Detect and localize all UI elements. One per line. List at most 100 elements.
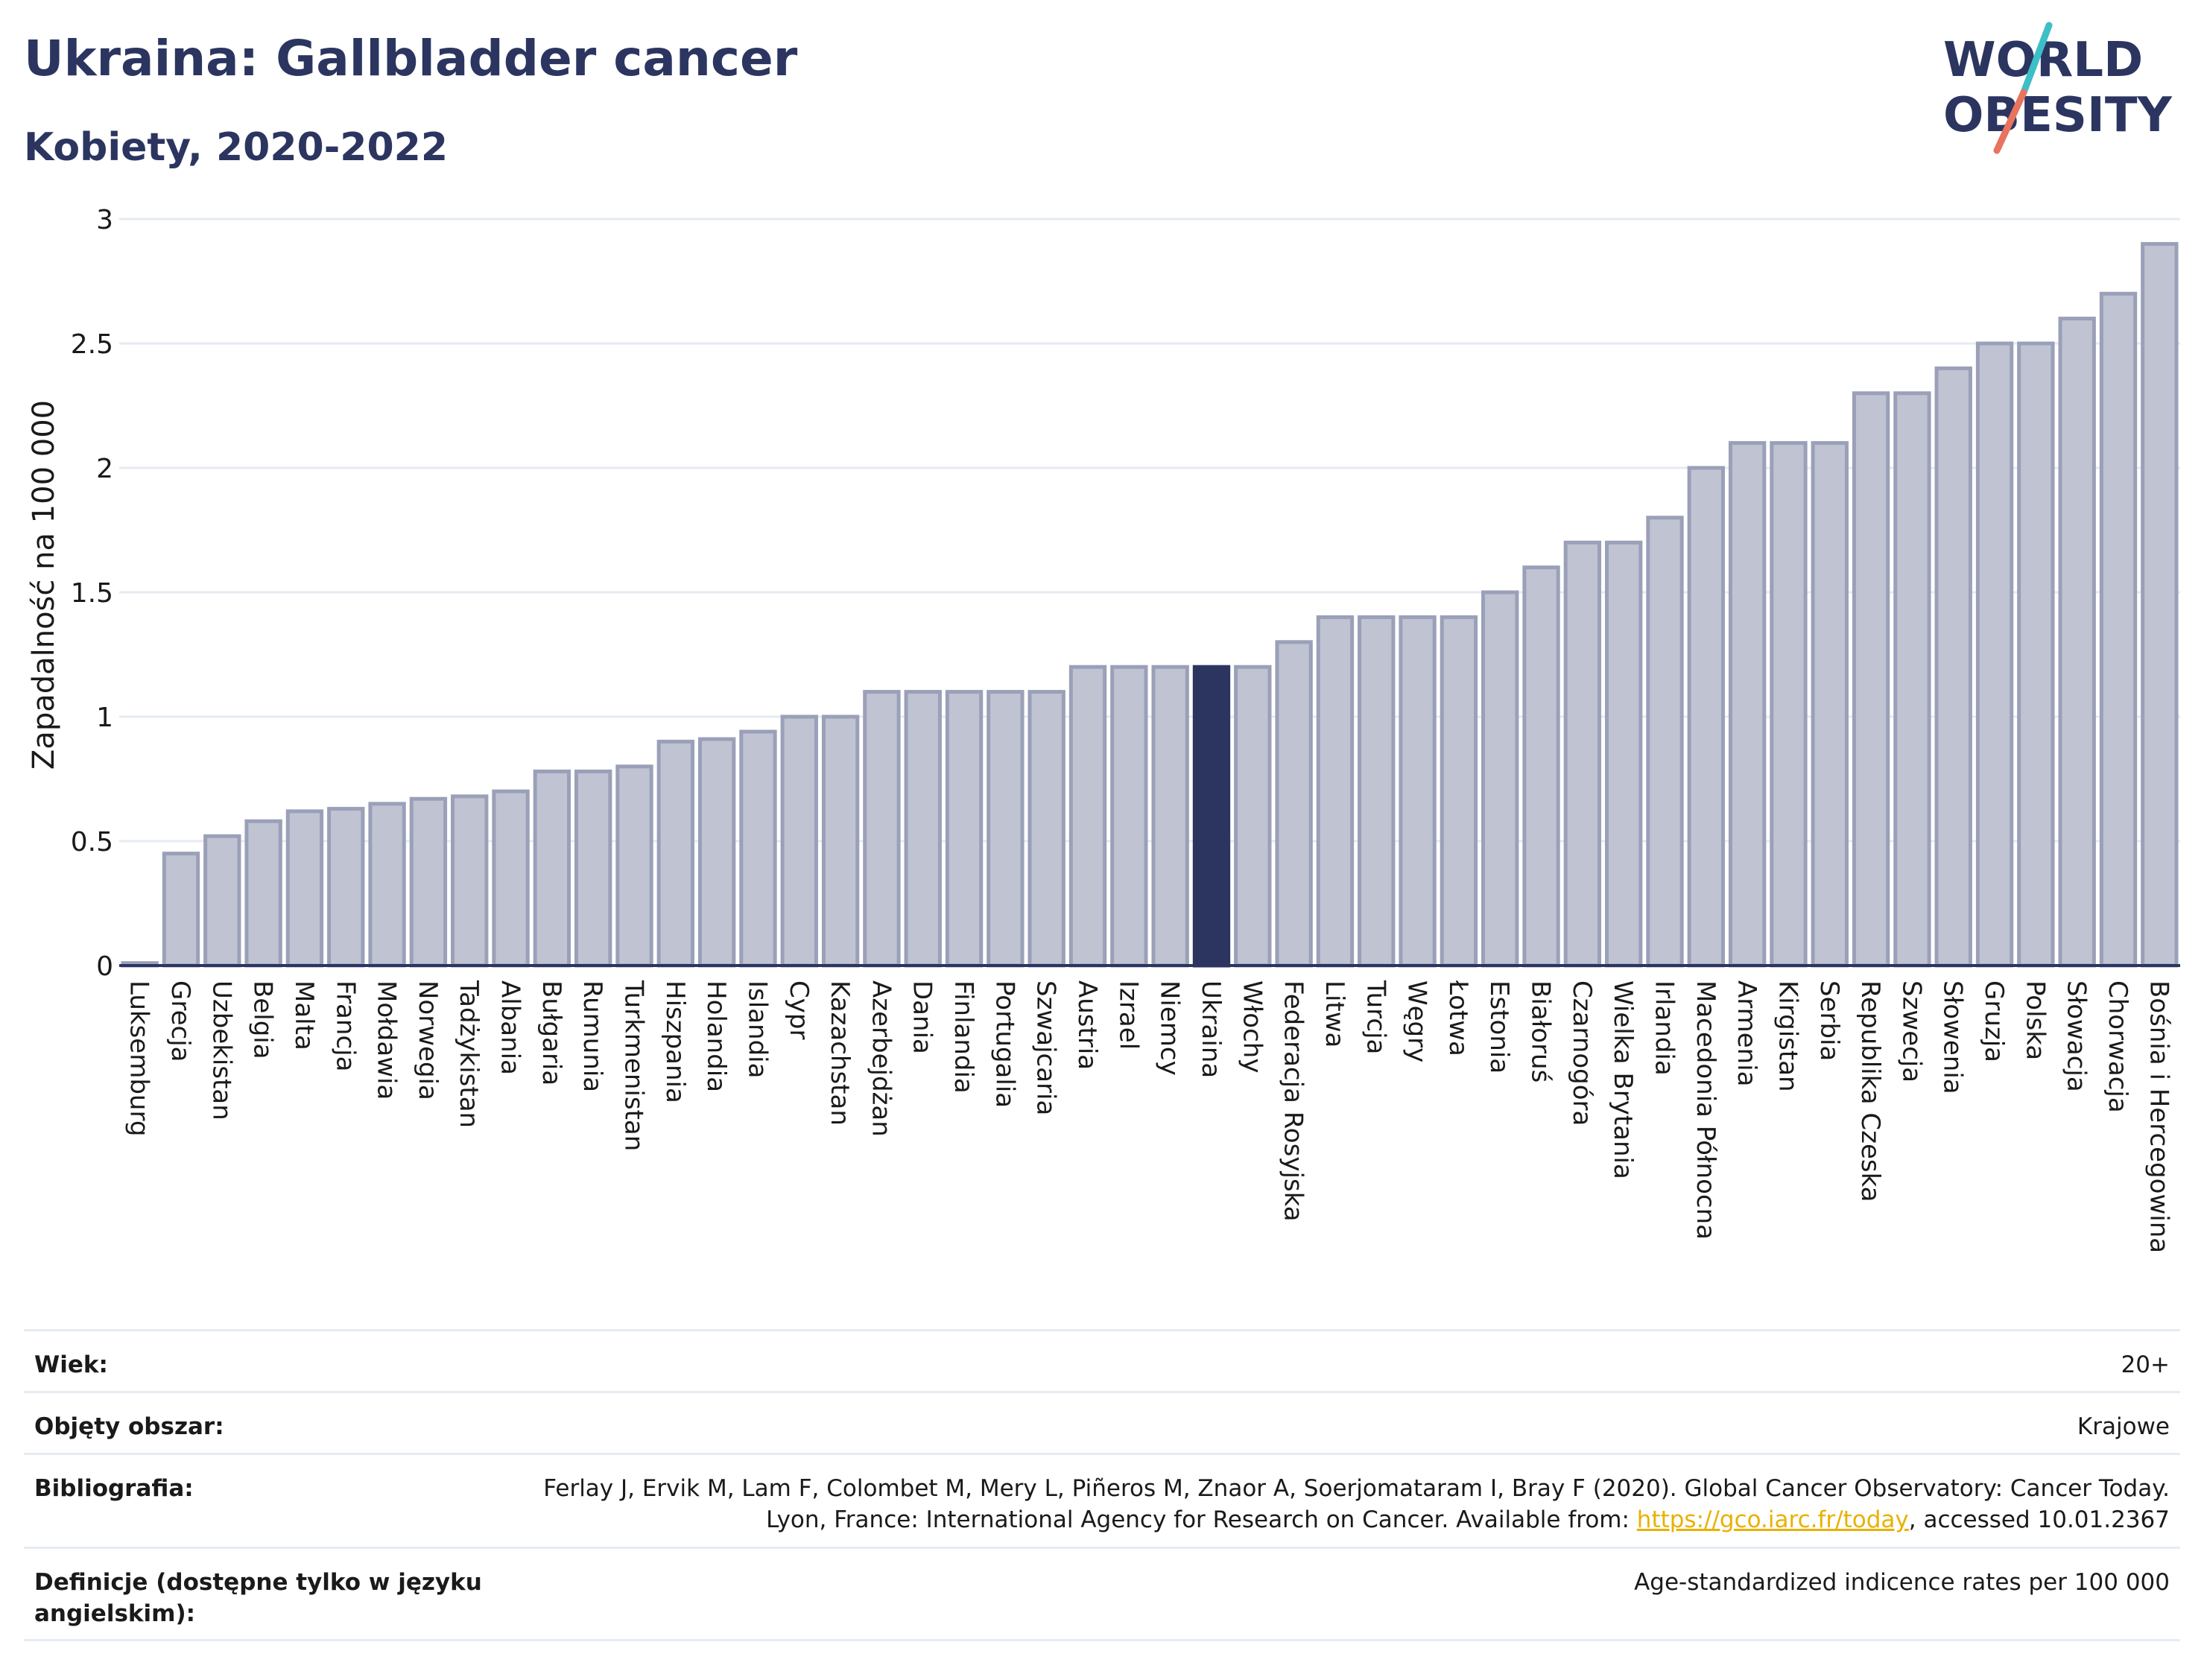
- bar: [1893, 391, 1931, 968]
- definicje-value: Age-standardized indicence rates per 100…: [1634, 1569, 2170, 1596]
- x-tick-label: Rumunia: [577, 980, 607, 1092]
- y-tick-label: 0: [96, 951, 113, 982]
- bar: [203, 834, 241, 968]
- bar: [1522, 565, 1560, 968]
- bar: [574, 769, 612, 968]
- bar: [1770, 441, 1808, 968]
- bar: [327, 807, 365, 968]
- bar: [1852, 391, 1890, 968]
- bar: [1110, 665, 1148, 968]
- x-tick-label: Albania: [495, 980, 525, 1075]
- bar: [780, 714, 818, 968]
- x-tick-label: Federacja Rosyjska: [1279, 980, 1308, 1222]
- bar: [2017, 341, 2055, 968]
- x-tick-label: Litwa: [1320, 980, 1349, 1047]
- x-tick-label: Bułgaria: [536, 980, 566, 1085]
- bar: [1316, 615, 1355, 968]
- y-axis-label: Zapadalność na 100 000: [27, 400, 61, 770]
- bar: [739, 729, 777, 968]
- bar-chart: 0 0.5 1 1.5 2 2.5 3 Luksemburg Grecja Uzbekistan…: [27, 205, 2180, 1253]
- bar: [1646, 516, 1684, 968]
- bar: [697, 737, 736, 968]
- bar: [821, 714, 860, 968]
- meta-row-obszar: Objęty obszar: Krajowe: [24, 1391, 2180, 1453]
- y-tick-label: 1: [96, 703, 113, 733]
- bar: [1563, 540, 1602, 968]
- x-tick-label: Niemcy: [1155, 980, 1185, 1076]
- bar: [1811, 441, 1849, 968]
- x-tick-label: Kazachstan: [825, 980, 855, 1126]
- bar: [451, 794, 489, 968]
- meta-row-definicje: Definicje (dostępne tylko w języku angie…: [24, 1547, 2180, 1639]
- x-tick-label: Serbia: [1814, 980, 1844, 1061]
- bibliografia-accessed: , accessed 10.01.2367: [1908, 1506, 2170, 1533]
- world-obesity-logo: WORLD OBESITY: [1943, 22, 2172, 154]
- bar: [615, 764, 653, 968]
- x-tick-label: Kirgistan: [1773, 980, 1802, 1092]
- x-tick-label: Hiszpania: [660, 980, 690, 1103]
- x-tick-label: Szwecja: [1896, 980, 1926, 1083]
- bar: [285, 809, 324, 968]
- bar-highlight: [1192, 665, 1231, 968]
- bar: [945, 690, 984, 968]
- y-tick-label: 2.5: [71, 329, 113, 360]
- x-tick-label: Malta: [289, 980, 319, 1050]
- x-tick-label: Armenia: [1732, 980, 1761, 1087]
- x-tick-label: Uzbekistan: [206, 980, 236, 1120]
- logo-slash-bottom: [1993, 89, 2027, 154]
- bibliografia-label: Bibliografia:: [34, 1475, 194, 1502]
- x-tick-label: Azerbejdżan: [866, 980, 896, 1137]
- x-tick-label: Tadżykistan: [454, 980, 484, 1128]
- bar: [1275, 640, 1313, 968]
- bar: [368, 802, 406, 968]
- bar: [1934, 366, 1972, 968]
- bar: [863, 690, 901, 968]
- x-tick-label: Francja: [330, 980, 360, 1071]
- x-tick-label: Mołdawia: [372, 980, 402, 1100]
- bar: [1234, 665, 1272, 968]
- x-tick-label: Macedonia Północna: [1691, 980, 1720, 1240]
- x-tick-label: Szwajcaria: [1031, 980, 1061, 1115]
- logo-slash-top: [2020, 22, 2053, 96]
- bar: [1975, 341, 2014, 968]
- y-tick-label: 2: [96, 454, 113, 484]
- metadata-table: Wiek: 20+ Objęty obszar: Krajowe Bibliog…: [24, 1329, 2180, 1641]
- bar: [1604, 540, 1643, 968]
- y-tick-label: 0.5: [71, 827, 113, 858]
- x-tick-label: Belgia: [248, 980, 278, 1059]
- x-tick-label: Luksemburg: [124, 980, 154, 1136]
- bar: [244, 819, 282, 968]
- x-tick-label: Łotwa: [1443, 980, 1473, 1056]
- wiek-value: 20+: [2121, 1351, 2170, 1378]
- x-tick-label: Włochy: [1237, 980, 1267, 1073]
- logo-line2: OBESITY: [1943, 88, 2172, 143]
- obszar-value: Krajowe: [2077, 1413, 2170, 1440]
- x-tick-label: Polska: [2020, 980, 2050, 1060]
- x-tick-label: Estonia: [1484, 980, 1514, 1074]
- x-tick-label: Irlandia: [1650, 980, 1679, 1076]
- bar: [1399, 615, 1437, 968]
- obszar-label: Objęty obszar:: [34, 1413, 224, 1440]
- chart-subtitle: Kobiety, 2020-2022: [24, 125, 449, 170]
- bar: [2099, 291, 2138, 968]
- y-tick-label: 1.5: [71, 578, 113, 609]
- x-tick-label: Republika Czeska: [1855, 980, 1885, 1202]
- bibliografia-value: Ferlay J, Ervik M, Lam F, Colombet M, Me…: [531, 1473, 2170, 1535]
- bar: [1027, 690, 1065, 968]
- bar: [1151, 665, 1189, 968]
- x-tick-label: Węgry: [1402, 980, 1432, 1062]
- bar: [1068, 665, 1107, 968]
- x-tick-label: Holandia: [701, 980, 731, 1092]
- x-tick-label: Wielka Brytania: [1608, 980, 1638, 1179]
- x-tick-label: Izrael: [1113, 980, 1143, 1050]
- bar: [2141, 241, 2179, 968]
- wiek-label: Wiek:: [34, 1351, 108, 1378]
- bibliografia-link[interactable]: https://gco.iarc.fr/today: [1636, 1506, 1909, 1533]
- x-tick-label: Turcja: [1361, 980, 1390, 1054]
- x-tick-label: Dania: [908, 980, 937, 1054]
- x-tick-label: Islandia: [742, 980, 772, 1078]
- bar: [2058, 317, 2096, 968]
- y-tick-label: 3: [96, 205, 113, 235]
- bar: [1687, 466, 1726, 968]
- bibliografia-text: Ferlay J, Ervik M, Lam F, Colombet M, Me…: [543, 1475, 2170, 1533]
